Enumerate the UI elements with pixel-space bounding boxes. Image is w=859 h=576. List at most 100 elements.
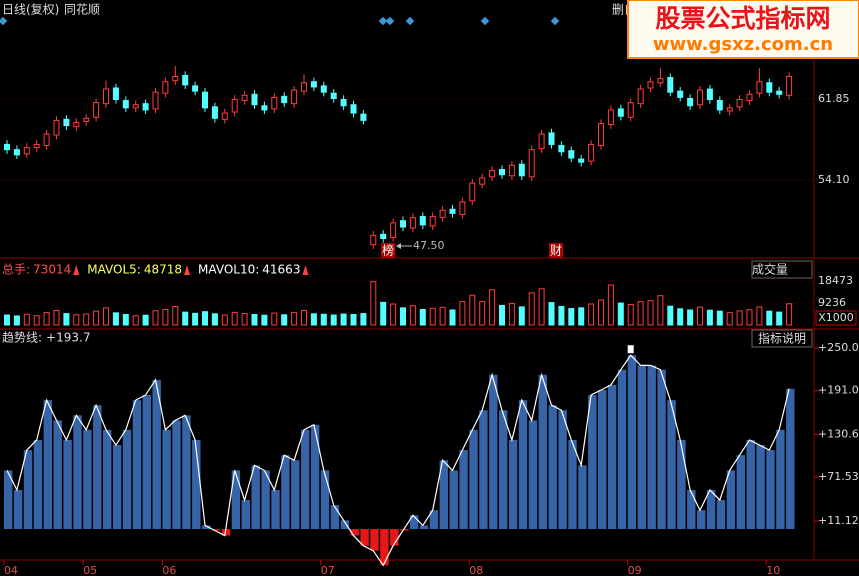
button-label[interactable]: 成交量 — [752, 262, 788, 277]
volume-bar — [112, 312, 119, 326]
indicator-bar — [449, 470, 458, 530]
y-tick-label: +71.53 — [818, 470, 859, 483]
candle-body — [588, 143, 595, 162]
candle-body — [182, 74, 189, 86]
candle-body — [291, 89, 298, 105]
volume-bar — [776, 311, 783, 326]
candle-body — [528, 149, 535, 178]
x-tick-label: 10 — [766, 564, 780, 576]
indicator-bar — [647, 365, 656, 530]
volume-bar — [518, 306, 525, 326]
indicator-bar — [568, 439, 577, 530]
indicator-bar — [607, 384, 617, 530]
indicator-bar — [716, 500, 726, 530]
candle-body — [518, 163, 525, 177]
candle-body — [271, 96, 278, 110]
indicator-bar — [172, 420, 181, 530]
volume-bar — [320, 313, 327, 326]
indicator-bar — [687, 489, 696, 530]
volume-bar — [330, 314, 337, 326]
legend-name: MAVOL10: — [198, 263, 259, 277]
source-label: 同花顺 — [64, 2, 100, 17]
volume-button[interactable]: 成交量 — [751, 260, 813, 279]
volume-bar — [449, 309, 456, 326]
candle-body — [83, 117, 90, 122]
candle-body — [370, 234, 377, 246]
volume-bar — [429, 307, 436, 326]
indicator-bar — [598, 389, 607, 530]
indicator-bar — [291, 460, 300, 530]
indicator-bar — [271, 489, 280, 530]
indicator-bar — [103, 429, 112, 530]
candle-body — [33, 143, 40, 149]
up-arrow — [73, 265, 80, 275]
diamond — [480, 16, 490, 26]
volume-bar — [598, 299, 604, 326]
volume-bar — [746, 309, 753, 326]
indicator-bar — [211, 529, 221, 531]
indicator-bar — [33, 439, 43, 530]
candle-body — [162, 81, 169, 94]
peak-marker — [627, 345, 634, 354]
indicator-bar — [429, 510, 439, 530]
volume-unit: X1000 — [818, 311, 854, 324]
indicator-bar — [776, 429, 785, 530]
indicator-bar — [558, 410, 567, 530]
indicator-bar — [251, 465, 260, 530]
volume-bar — [43, 312, 50, 326]
watermark-name: 股票公式指标网 — [655, 4, 830, 33]
candle-body — [499, 169, 505, 176]
indicator-bar — [53, 420, 62, 530]
volume-bar — [726, 312, 733, 326]
indicator-bar — [221, 529, 231, 536]
volume-bar — [211, 313, 218, 326]
panel-borders — [0, 0, 859, 561]
volume-bar — [221, 314, 228, 326]
candle-body — [152, 91, 159, 110]
indicator-bar — [786, 388, 795, 530]
candle-body — [172, 76, 179, 82]
volume-bar — [33, 315, 40, 326]
volume-bar — [528, 292, 535, 326]
button-label[interactable]: 指标说明 — [758, 331, 806, 346]
candle-body — [459, 201, 466, 215]
volume-bar — [558, 305, 565, 326]
indicator-name: 趋势线: — [2, 331, 42, 345]
volume-bar — [607, 284, 614, 326]
candle-body — [320, 85, 327, 93]
candle-body — [647, 81, 654, 89]
indicator-button[interactable]: 指标说明 — [751, 329, 813, 348]
indicator-bar — [499, 410, 508, 530]
volume-bar — [657, 295, 664, 326]
indicator-bar — [400, 529, 409, 531]
candle-body — [746, 93, 753, 102]
button-box[interactable] — [751, 329, 813, 348]
indicator-bar — [528, 420, 538, 530]
x-tick-label: 06 — [162, 564, 176, 576]
candle-body — [350, 104, 357, 114]
candle-body — [142, 103, 149, 111]
indicator-bar — [617, 369, 627, 530]
volume-bar — [231, 311, 238, 326]
volume-bar — [479, 301, 486, 326]
volume-bar — [192, 312, 199, 326]
annotation: 47.50 — [413, 239, 445, 252]
indicator-bar — [489, 374, 498, 530]
volume-bar — [380, 301, 387, 326]
volume-bar — [390, 303, 397, 326]
unit-box — [815, 310, 857, 326]
button-box[interactable] — [751, 260, 813, 279]
candle-body — [429, 216, 436, 227]
volume-bar — [152, 310, 159, 326]
candle-body — [231, 98, 238, 113]
candle-body — [558, 144, 565, 153]
indicator-bar — [469, 429, 478, 530]
x-tick-label: 07 — [321, 564, 335, 576]
indicator-bar — [667, 400, 676, 530]
candle-body — [736, 98, 743, 108]
candle-body — [43, 133, 50, 146]
volume-bar — [716, 310, 723, 326]
indicator-bar — [281, 455, 290, 530]
indicator-bar — [697, 510, 706, 530]
